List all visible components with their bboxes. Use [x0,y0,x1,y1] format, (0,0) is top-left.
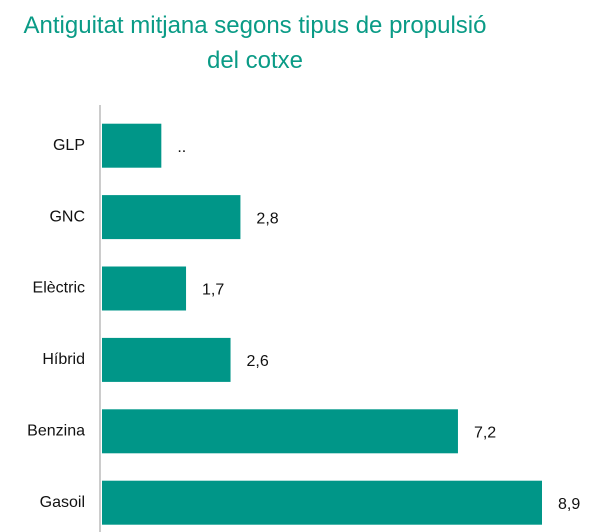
bar [102,266,187,311]
bar [102,123,162,168]
chart-title: Antiguitat mitjana segons tipus de propu… [23,12,487,74]
y-tick-label: Híbrid [42,351,85,368]
bar [102,409,458,454]
bar [102,337,231,382]
y-tick-label: GNC [49,208,85,225]
y-tick-label: Gasoil [40,494,85,511]
value-label: 1,7 [202,282,224,299]
value-label: 8,9 [558,496,580,513]
bar [102,195,241,240]
bar [102,480,542,525]
value-label: 2,6 [247,353,269,370]
value-label: .. [177,139,186,156]
y-tick-label: GLP [53,137,85,154]
value-label: 7,2 [474,425,496,442]
value-label: 2,8 [256,210,278,227]
y-tick-label: Benzina [27,423,85,440]
y-tick-label: Elèctric [33,280,85,297]
